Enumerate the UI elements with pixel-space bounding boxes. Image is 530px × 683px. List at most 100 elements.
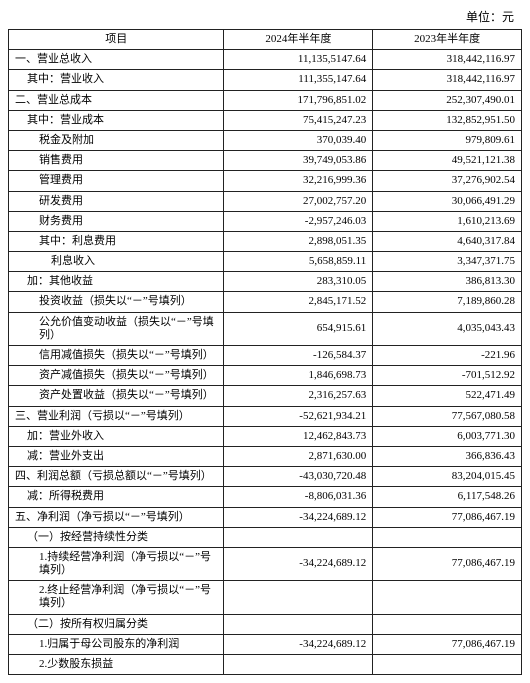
table-row: 一、营业总收入11,135,5147.64318,442,116.97 xyxy=(9,50,522,70)
table-row: 其中：营业成本75,415,247.23132,852,951.50 xyxy=(9,110,522,130)
value-2023: 522,471.49 xyxy=(373,386,522,406)
value-2024: -34,224,689.12 xyxy=(224,507,373,527)
value-2023: 6,003,771.30 xyxy=(373,426,522,446)
value-2024: -8,806,031.36 xyxy=(224,487,373,507)
row-label: 税金及附加 xyxy=(9,130,224,150)
row-label: 四、利润总额（亏损总额以“－”号填列） xyxy=(9,467,224,487)
row-label: 减：所得税费用 xyxy=(9,487,224,507)
value-2024: 2,898,051.35 xyxy=(224,231,373,251)
value-2024: 2,871,630.00 xyxy=(224,446,373,466)
value-2023: 37,276,902.54 xyxy=(373,171,522,191)
row-label: 其中：营业收入 xyxy=(9,70,224,90)
value-2023: 7,189,860.28 xyxy=(373,292,522,312)
table-row: 投资收益（损失以“－”号填列）2,845,171.527,189,860.28 xyxy=(9,292,522,312)
table-row: 二、营业总成本171,796,851.02252,307,490.01 xyxy=(9,90,522,110)
table-row: （二）按所有权归属分类 xyxy=(9,614,522,634)
table-header-row: 项目 2024年半年度 2023年半年度 xyxy=(9,30,522,50)
row-label: 信用减值损失（损失以“－”号填列） xyxy=(9,346,224,366)
value-2024: -34,224,689.12 xyxy=(224,634,373,654)
value-2024: 27,002,757.20 xyxy=(224,191,373,211)
value-2023 xyxy=(373,614,522,634)
col-header-2024: 2024年半年度 xyxy=(224,30,373,50)
table-row: 管理费用32,216,999.3637,276,902.54 xyxy=(9,171,522,191)
table-row: 2.少数股东损益 xyxy=(9,655,522,675)
table-row: 税金及附加370,039.40979,809.61 xyxy=(9,130,522,150)
row-label: 研发费用 xyxy=(9,191,224,211)
value-2023: 1,610,213.69 xyxy=(373,211,522,231)
col-header-item: 项目 xyxy=(9,30,224,50)
value-2023: 6,117,548.26 xyxy=(373,487,522,507)
table-row: 减：营业外支出2,871,630.00366,836.43 xyxy=(9,446,522,466)
row-label: 资产处置收益（损失以“－”号填列） xyxy=(9,386,224,406)
value-2024: 111,355,147.64 xyxy=(224,70,373,90)
row-label: 资产减值损失（损失以“－”号填列） xyxy=(9,366,224,386)
table-row: 公允价值变动收益（损失以“－”号填列）654,915.614,035,043.4… xyxy=(9,312,522,345)
table-row: 四、利润总额（亏损总额以“－”号填列）-43,030,720.4883,204,… xyxy=(9,467,522,487)
value-2023: 132,852,951.50 xyxy=(373,110,522,130)
row-label: 管理费用 xyxy=(9,171,224,191)
table-row: 1.持续经营净利润（净亏损以“－”号填列）-34,224,689.1277,08… xyxy=(9,547,522,580)
value-2023: -221.96 xyxy=(373,346,522,366)
value-2024: 370,039.40 xyxy=(224,130,373,150)
row-label: （一）按经营持续性分类 xyxy=(9,527,224,547)
row-label: （二）按所有权归属分类 xyxy=(9,614,224,634)
value-2024: 654,915.61 xyxy=(224,312,373,345)
value-2024 xyxy=(224,655,373,675)
table-row: （一）按经营持续性分类 xyxy=(9,527,522,547)
row-label: 二、营业总成本 xyxy=(9,90,224,110)
value-2023: 49,521,121.38 xyxy=(373,151,522,171)
table-row: 信用减值损失（损失以“－”号填列）-126,584.37-221.96 xyxy=(9,346,522,366)
table-row: 五、净利润（净亏损以“－”号填列）-34,224,689.1277,086,46… xyxy=(9,507,522,527)
table-row: 资产处置收益（损失以“－”号填列）2,316,257.63522,471.49 xyxy=(9,386,522,406)
row-label: 1.归属于母公司股东的净利润 xyxy=(9,634,224,654)
value-2024: 5,658,859.11 xyxy=(224,252,373,272)
value-2024: -43,030,720.48 xyxy=(224,467,373,487)
table-row: 三、营业利润（亏损以“－”号填列）-52,621,934.2177,567,08… xyxy=(9,406,522,426)
value-2023: 77,086,467.19 xyxy=(373,507,522,527)
value-2024: 39,749,053.86 xyxy=(224,151,373,171)
table-row: 其中：利息费用2,898,051.354,640,317.84 xyxy=(9,231,522,251)
table-row: 利息收入5,658,859.113,347,371.75 xyxy=(9,252,522,272)
row-label: 加：其他收益 xyxy=(9,272,224,292)
value-2023: 3,347,371.75 xyxy=(373,252,522,272)
value-2024: 2,845,171.52 xyxy=(224,292,373,312)
value-2023: 366,836.43 xyxy=(373,446,522,466)
value-2024: -2,957,246.03 xyxy=(224,211,373,231)
row-label: 一、营业总收入 xyxy=(9,50,224,70)
value-2023: 318,442,116.97 xyxy=(373,70,522,90)
value-2024: 75,415,247.23 xyxy=(224,110,373,130)
table-row: 加：营业外收入12,462,843.736,003,771.30 xyxy=(9,426,522,446)
row-label: 三、营业利润（亏损以“－”号填列） xyxy=(9,406,224,426)
row-label: 五、净利润（净亏损以“－”号填列） xyxy=(9,507,224,527)
value-2023: 30,066,491.29 xyxy=(373,191,522,211)
value-2024: 32,216,999.36 xyxy=(224,171,373,191)
value-2023: 83,204,015.45 xyxy=(373,467,522,487)
value-2023: 77,567,080.58 xyxy=(373,406,522,426)
table-row: 2.终止经营净利润（净亏损以“－”号填列） xyxy=(9,581,522,614)
row-label: 2.少数股东损益 xyxy=(9,655,224,675)
value-2023 xyxy=(373,655,522,675)
value-2023: 4,035,043.43 xyxy=(373,312,522,345)
row-label: 2.终止经营净利润（净亏损以“－”号填列） xyxy=(9,581,224,614)
value-2024: 171,796,851.02 xyxy=(224,90,373,110)
value-2023: 4,640,317.84 xyxy=(373,231,522,251)
table-row: 减：所得税费用-8,806,031.366,117,548.26 xyxy=(9,487,522,507)
income-statement-table: 项目 2024年半年度 2023年半年度 一、营业总收入11,135,5147.… xyxy=(8,29,522,675)
value-2024 xyxy=(224,527,373,547)
table-row: 财务费用-2,957,246.031,610,213.69 xyxy=(9,211,522,231)
unit-label: 单位：元 xyxy=(8,8,522,25)
value-2023: 77,086,467.19 xyxy=(373,547,522,580)
value-2023 xyxy=(373,581,522,614)
value-2024: 283,310.05 xyxy=(224,272,373,292)
table-row: 资产减值损失（损失以“－”号填列）1,846,698.73-701,512.92 xyxy=(9,366,522,386)
value-2024: -126,584.37 xyxy=(224,346,373,366)
row-label: 销售费用 xyxy=(9,151,224,171)
value-2023: 979,809.61 xyxy=(373,130,522,150)
value-2024: 11,135,5147.64 xyxy=(224,50,373,70)
value-2023: 77,086,467.19 xyxy=(373,634,522,654)
table-row: 加：其他收益283,310.05386,813.30 xyxy=(9,272,522,292)
value-2024 xyxy=(224,581,373,614)
value-2024: 1,846,698.73 xyxy=(224,366,373,386)
row-label: 其中：利息费用 xyxy=(9,231,224,251)
table-row: 销售费用39,749,053.8649,521,121.38 xyxy=(9,151,522,171)
